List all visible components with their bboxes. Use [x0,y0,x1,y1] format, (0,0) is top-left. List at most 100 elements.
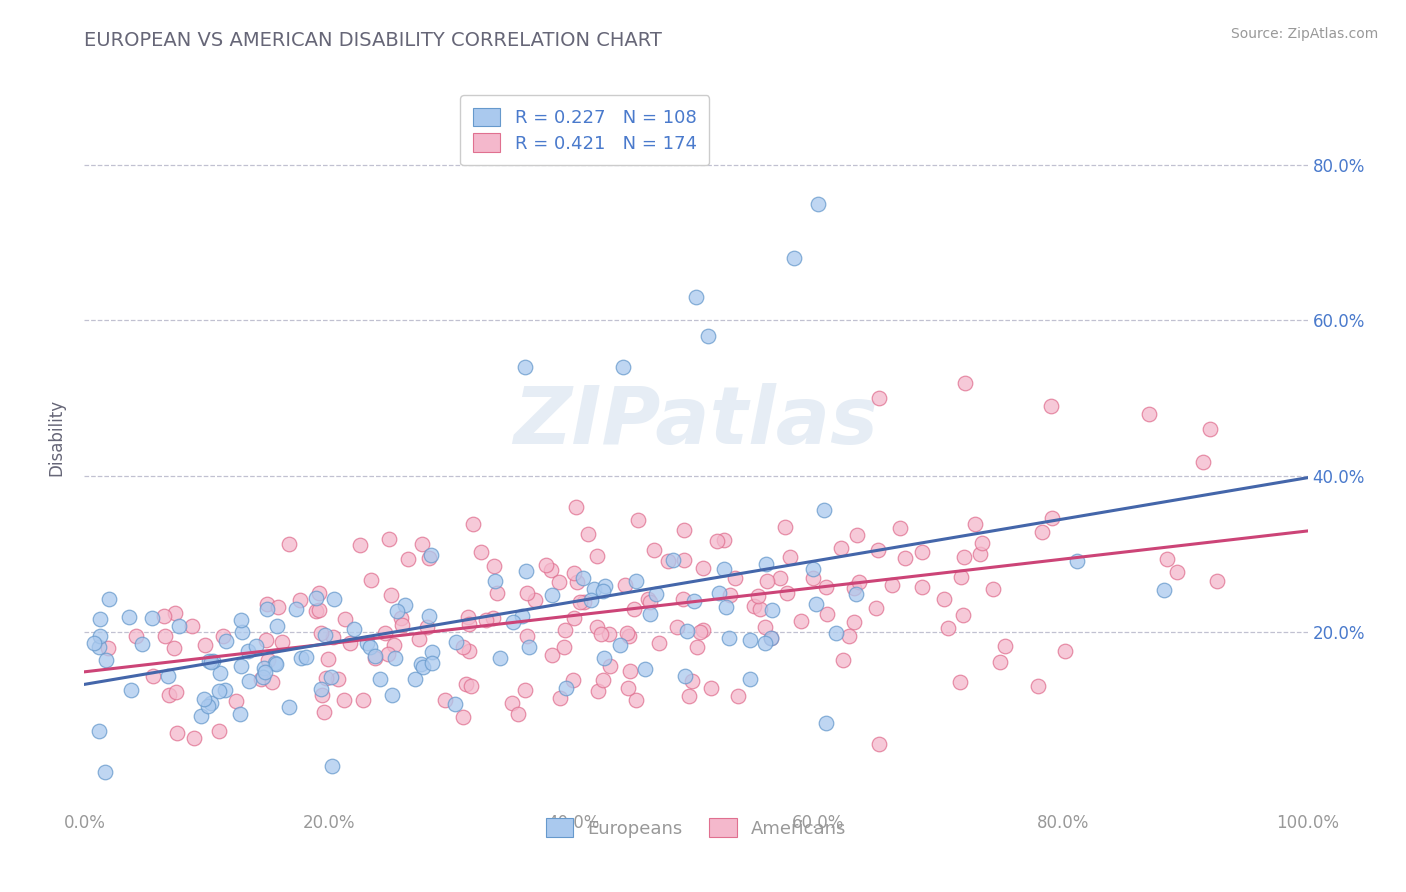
Point [953,376,976,390]
Point [672,523,695,537]
Point [474,613,496,627]
Point [585,549,607,563]
Point [699,681,721,695]
Point [994,640,1017,654]
Point [713,562,735,576]
Point [513,359,536,374]
Point [595,578,617,592]
Point [1166,565,1188,579]
Point [1198,422,1220,436]
Point [554,623,576,637]
Point [643,543,665,558]
Point [1039,399,1062,413]
Point [609,638,631,652]
Point [562,673,585,687]
Point [238,644,260,658]
Point [571,571,593,585]
Point [593,650,616,665]
Point [568,595,591,609]
Point [576,527,599,541]
Point [814,580,837,594]
Point [229,659,252,673]
Point [801,562,824,576]
Point [969,547,991,561]
Point [1040,510,1063,524]
Point [686,640,709,655]
Point [333,693,356,707]
Point [208,683,231,698]
Point [617,629,640,643]
Point [682,594,704,608]
Point [550,691,572,706]
Point [384,651,406,665]
Point [868,542,890,557]
Point [678,689,700,703]
Point [689,624,711,639]
Point [378,533,401,547]
Point [277,537,299,551]
Point [321,670,343,684]
Point [613,578,636,592]
Point [617,681,640,695]
Point [125,629,148,643]
Point [411,537,433,551]
Point [484,574,506,588]
Point [89,640,111,654]
Point [159,688,181,702]
Point [707,586,730,600]
Point [706,533,728,548]
Point [197,654,219,668]
Point [756,574,779,589]
Point [245,639,267,653]
Point [321,759,343,773]
Point [953,550,976,565]
Point [513,683,536,698]
Point [420,645,443,659]
Point [253,661,276,675]
Point [385,604,408,618]
Point [848,575,870,590]
Point [238,673,260,688]
Point [1028,679,1050,693]
Point [412,659,434,673]
Point [697,329,720,343]
Point [309,626,332,640]
Point [948,674,970,689]
Point [200,697,222,711]
Point [645,587,668,601]
Point [380,588,402,602]
Point [141,611,163,625]
Point [163,641,186,656]
Point [314,627,336,641]
Point [869,391,891,405]
Point [418,550,440,565]
Point [315,671,337,685]
Point [624,693,647,707]
Point [838,629,860,643]
Point [963,517,986,532]
Point [231,625,253,640]
Point [153,609,176,624]
Point [155,629,177,643]
Point [769,571,792,585]
Point [342,622,364,636]
Point [382,638,405,652]
Point [754,620,776,634]
Point [773,520,796,534]
Point [744,599,766,614]
Point [180,618,202,632]
Point [94,764,117,779]
Point [374,625,396,640]
Point [326,672,349,686]
Point [1031,525,1053,540]
Point [486,586,509,600]
Point [540,648,562,662]
Point [748,602,770,616]
Point [524,593,547,607]
Point [457,610,479,624]
Point [262,675,284,690]
Point [868,737,890,751]
Point [254,632,277,647]
Point [1053,644,1076,658]
Point [638,607,661,621]
